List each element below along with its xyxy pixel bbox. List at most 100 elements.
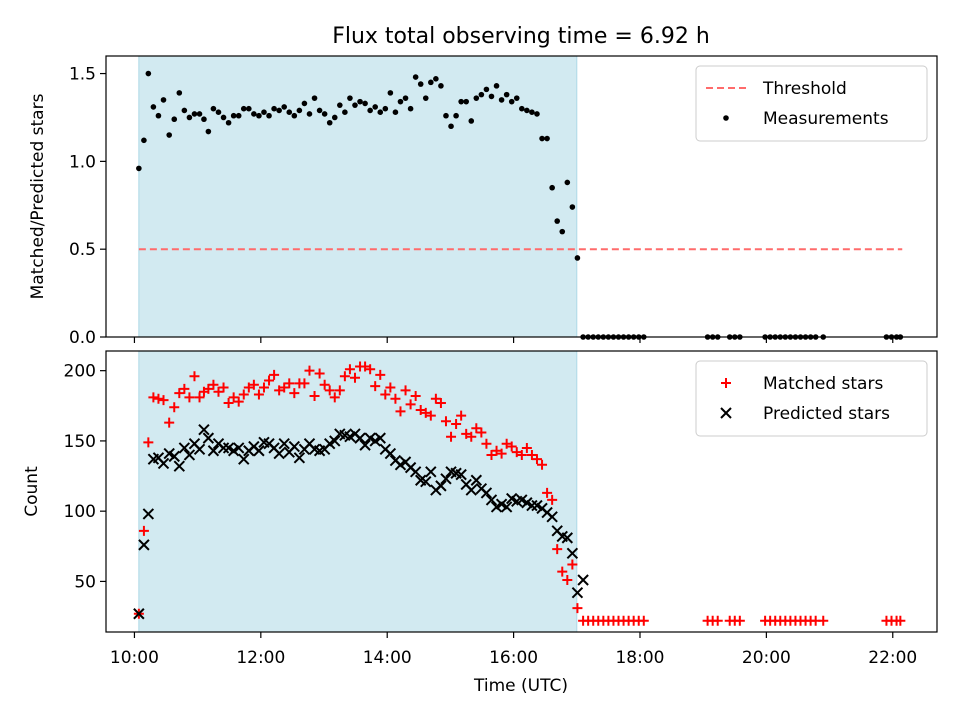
predicted-star-point [253, 445, 265, 457]
measurement-point [337, 102, 343, 108]
matched-star-point [365, 364, 376, 375]
legend-matched-swatch [721, 378, 731, 388]
measurement-point [559, 228, 566, 235]
series-predicted-stars [133, 423, 589, 620]
measurement-point [181, 107, 188, 114]
matched-star-point [395, 406, 406, 417]
matched-star-point [425, 410, 436, 421]
matched-star-point [228, 392, 239, 403]
predicted-star-point [571, 586, 584, 599]
measurement-point [171, 116, 178, 123]
matched-star-point [511, 447, 522, 458]
predicted-star-point [202, 432, 215, 444]
x-tick-label: 10:00 [110, 648, 159, 668]
measurement-point [145, 70, 152, 77]
measurement-point [402, 95, 409, 101]
predicted-star-point [173, 460, 186, 472]
measurement-point [306, 111, 313, 117]
matched-star-point [471, 423, 482, 434]
measurement-point [544, 135, 550, 142]
matched-star-point [184, 392, 195, 403]
matched-star-point [375, 369, 386, 380]
measurement-point [311, 95, 318, 101]
measurement-point [246, 105, 252, 112]
measurement-point [191, 111, 198, 117]
measurement-point [412, 74, 419, 80]
y-tick-label: 1.5 [69, 65, 96, 85]
legend-measurement-swatch [723, 115, 729, 121]
measurement-point [186, 114, 193, 121]
matched-star-point [461, 428, 472, 439]
y-tick-label: 0.5 [69, 240, 96, 260]
measurement-point [422, 95, 429, 101]
matched-star-point [712, 615, 723, 626]
matched-star-point [339, 371, 350, 382]
measurement-point [357, 98, 363, 105]
matched-star-point [174, 388, 185, 399]
predicted-star-point [142, 508, 155, 520]
matched-star-point [435, 397, 446, 408]
predicted-star-point [440, 473, 452, 485]
measurement-point [503, 91, 510, 98]
predicted-star-point [359, 439, 371, 451]
matched-star-point [164, 417, 175, 428]
y-tick-label: 100 [64, 502, 96, 522]
predicted-star-point [288, 440, 301, 453]
matched-star-point [258, 382, 269, 393]
matched-star-point [521, 442, 532, 453]
measurement-point [473, 95, 480, 101]
predicted-star-point [465, 484, 477, 496]
matched-star-point [734, 615, 745, 626]
matched-star-point [203, 383, 214, 394]
predicted-star-point [138, 539, 150, 551]
measurement-point [458, 98, 464, 105]
matched-star-point [380, 389, 391, 400]
measurement-point [271, 105, 277, 112]
x-tick-label: 22:00 [868, 648, 917, 668]
measurement-point [160, 97, 167, 103]
matched-star-point [148, 392, 159, 403]
matched-star-point [895, 615, 906, 626]
x-tick-label: 18:00 [615, 648, 664, 668]
measurement-point [433, 76, 439, 82]
matched-star-point [189, 371, 200, 382]
predicted-star-point [546, 511, 558, 523]
measurement-point [201, 116, 207, 123]
predicted-star-point [485, 494, 498, 506]
measurement-point [513, 95, 520, 101]
predicted-star-point [425, 466, 437, 478]
axes-frame [105, 350, 938, 633]
matched-star-point [243, 382, 254, 393]
predicted-star-point [238, 453, 250, 465]
predicted-star-point [329, 435, 341, 447]
measurement-point [210, 105, 217, 112]
predicted-star-point [168, 450, 180, 463]
matched-star-point [501, 438, 512, 449]
measurement-point [554, 218, 561, 224]
matched-star-point [572, 603, 583, 614]
matched-star-point [385, 382, 396, 393]
predicted-star-point [500, 501, 513, 513]
measurement-point [377, 109, 384, 115]
matched-star-point [451, 419, 462, 430]
y-tick-label: 200 [64, 362, 96, 382]
measurement-point [150, 104, 157, 110]
y-tick-label: 0.0 [69, 328, 96, 348]
predicted-star-point [577, 574, 589, 586]
measurement-point [347, 95, 353, 101]
matched-star-point [405, 399, 416, 410]
measurement-point [291, 112, 298, 119]
matched-star-point [319, 379, 330, 390]
measurement-point [417, 81, 424, 87]
chart-title: Flux total observing time = 6.92 h [332, 24, 710, 49]
predicted-star-point [526, 499, 538, 512]
measurement-point [453, 112, 459, 119]
measurement-point [534, 111, 540, 117]
matched-star-point [289, 388, 300, 399]
measurement-point [564, 179, 571, 186]
measurement-point [220, 114, 227, 121]
legend-label: Measurements [763, 109, 889, 129]
measurement-point [230, 112, 237, 119]
measurement-point [166, 132, 172, 138]
